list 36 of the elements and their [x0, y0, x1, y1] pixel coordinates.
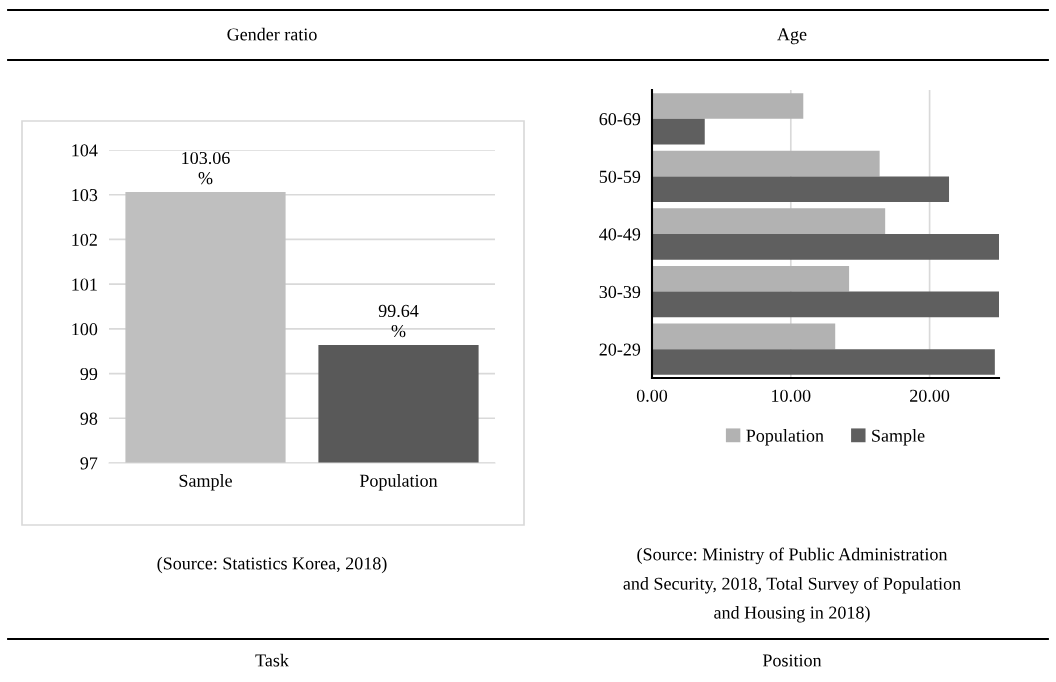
bar — [652, 323, 836, 350]
x-tick-label: 10.00 — [772, 389, 811, 402]
y-tick-label: 101 — [72, 278, 97, 291]
y-tick-label: 98 — [80, 412, 98, 425]
y-tick-label: 100 — [72, 323, 98, 336]
bar — [652, 93, 804, 119]
y-tick-label: 103 — [72, 188, 98, 202]
x-tick-label: 20.00 — [910, 389, 950, 402]
bar — [652, 265, 850, 292]
chart-title: Age — [777, 28, 807, 45]
bar — [652, 176, 950, 203]
y-tick-label: 99 — [80, 367, 98, 381]
data-label: 103.06 % — [182, 151, 230, 185]
y-tick-label: 102 — [72, 233, 97, 246]
text: (Source: Statistics Korea, 2018) — [157, 556, 387, 574]
y-tick-label: 20-29 — [599, 343, 641, 356]
bar — [652, 150, 880, 177]
bar — [652, 291, 999, 318]
chart-title: Gender ratio — [227, 27, 317, 41]
bar — [652, 208, 886, 234]
y-tick-label: 30-39 — [599, 285, 641, 299]
data-label: 99.64 % — [378, 304, 419, 338]
legend-label: Population — [746, 429, 824, 446]
x-tick-label: 0.00 — [636, 389, 668, 402]
bar — [652, 234, 999, 260]
text: Position — [762, 654, 822, 667]
y-tick-label: 104 — [72, 144, 98, 157]
y-tick-label: 50-59 — [599, 170, 641, 183]
text: Task — [255, 653, 289, 667]
y-tick-label: 97 — [80, 457, 98, 470]
text: (Source: Ministry of Public Administration and Security, 2018, Total Survey of Population and Housing in 2018) — [623, 547, 961, 623]
bar — [652, 349, 995, 375]
y-tick-label: 40-49 — [599, 228, 641, 241]
y-tick-label: 60-69 — [599, 113, 641, 126]
bar — [652, 118, 705, 145]
legend-label: Sample — [872, 429, 925, 446]
